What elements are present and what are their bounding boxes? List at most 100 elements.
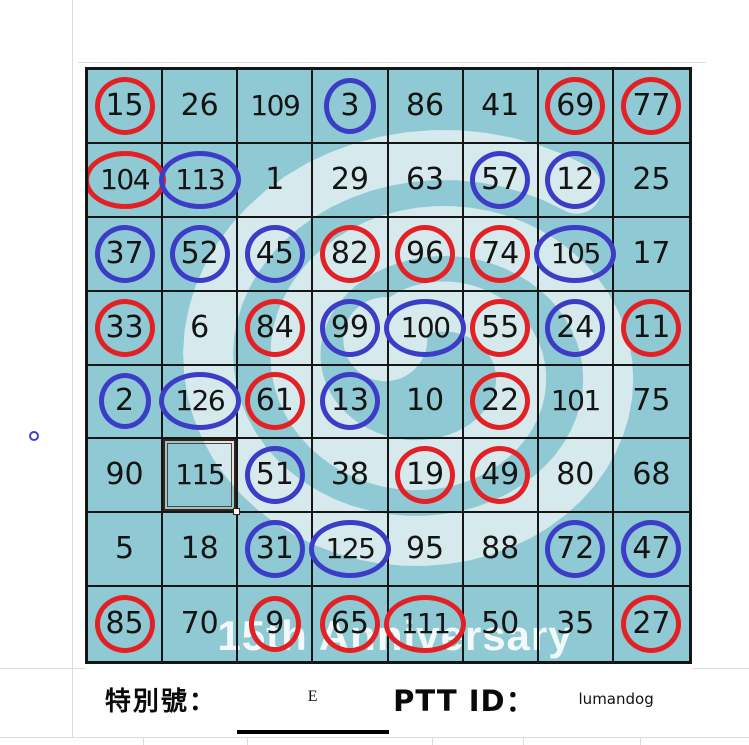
grid-cell[interactable]: 2 [88, 365, 164, 440]
blue-circle-mark [545, 520, 606, 579]
cell-number: 109 [250, 88, 300, 122]
grid-cell[interactable]: 15 [88, 70, 164, 144]
grid-cell[interactable]: 70 [163, 587, 239, 661]
grid-cell[interactable]: 45 [238, 217, 314, 292]
grid-cell[interactable]: 27 [614, 587, 689, 661]
grid-cell[interactable]: 63 [388, 143, 464, 218]
grid-cell[interactable]: 11 [613, 292, 689, 366]
cell-number: 9 [265, 606, 285, 642]
red-circle-mark [94, 595, 155, 654]
grid-cell[interactable]: 37 [88, 217, 164, 292]
grid-cell[interactable]: 96 [388, 217, 464, 292]
cell-number: 90 [105, 457, 144, 493]
grid-cell[interactable]: 31 [238, 513, 314, 588]
grid-cell[interactable]: 75 [613, 366, 689, 440]
grid-cell[interactable]: 10 [388, 365, 464, 440]
grid-cell[interactable]: 101 [538, 365, 614, 440]
grid-cell[interactable]: 25 [613, 144, 689, 218]
grid-cell[interactable]: 77 [613, 70, 689, 144]
cell-number: 101 [550, 384, 601, 418]
fill-handle[interactable] [233, 508, 241, 516]
grid-cell[interactable]: 18 [163, 513, 239, 588]
cell-number: 47 [632, 531, 671, 567]
grid-cell[interactable]: 19 [388, 439, 464, 514]
grid-cell[interactable]: 38 [313, 439, 389, 514]
info-row: 特別號： E PTT ID： lumandog [85, 664, 692, 734]
grid-cell[interactable]: 1 [238, 143, 314, 218]
grid-cell[interactable]: 85 [88, 587, 164, 661]
grid-cell[interactable]: 55 [463, 291, 539, 366]
grid-cell[interactable]: 80 [538, 439, 614, 514]
grid-cell[interactable]: 86 [388, 70, 464, 144]
cell-number: 100 [400, 310, 451, 344]
ptt-id-value-cell[interactable]: lumandog [540, 664, 692, 734]
grid-cell[interactable]: 69 [538, 70, 614, 144]
grid-cell[interactable]: 100 [384, 291, 467, 366]
cell-number: 3 [340, 87, 360, 123]
cell-number: 85 [105, 606, 144, 642]
cell-number: 96 [405, 235, 445, 271]
grid-cell[interactable]: 113 [158, 143, 241, 218]
grid-cell[interactable]: 47 [613, 513, 689, 588]
grid-cell[interactable]: 17 [613, 218, 689, 292]
grid-cell[interactable]: 74 [463, 217, 539, 292]
cell-number: 80 [556, 457, 595, 493]
cell-number: 104 [100, 162, 150, 196]
grid-cell[interactable]: 12 [538, 143, 614, 218]
grid-cell[interactable]: 57 [463, 143, 539, 218]
special-number-value-cell[interactable]: E [236, 664, 389, 734]
grid-cell[interactable]: 49 [463, 439, 539, 514]
cell-number: 63 [405, 161, 445, 197]
grid-cell[interactable]: 84 [238, 291, 314, 366]
grid-cell[interactable]: 52 [163, 217, 239, 292]
grid-cell[interactable]: 82 [313, 217, 389, 292]
grid-cell[interactable]: 50 [464, 587, 539, 661]
blue-circle-mark [158, 150, 241, 209]
grid-cell[interactable]: 35 [539, 587, 614, 661]
cell-number: 31 [255, 531, 294, 567]
grid-cell[interactable]: 22 [463, 365, 539, 440]
grid-cell[interactable]: 72 [538, 513, 614, 588]
grid-cell[interactable]: 24 [538, 291, 614, 366]
cell-number: 113 [175, 162, 225, 196]
grid-cell[interactable]: 9 [238, 587, 314, 661]
grid-cell[interactable]: 88 [463, 513, 539, 588]
grid-cell[interactable]: 68 [613, 439, 689, 514]
blue-circle-mark [323, 77, 376, 134]
grid-cell[interactable]: 125 [308, 513, 391, 588]
blue-circle-mark [94, 224, 155, 283]
cell-number: 75 [632, 383, 671, 419]
grid-cell[interactable]: 126 [158, 365, 241, 440]
cell-number: 52 [180, 235, 219, 271]
grid-cell[interactable]: 99 [313, 291, 389, 366]
ptt-id-label: PTT ID： [393, 684, 536, 718]
sheet-gridline [0, 668, 85, 669]
grid-cell[interactable]: 90 [88, 439, 164, 514]
grid-cell[interactable]: 65 [313, 587, 389, 661]
grid-cell[interactable]: 29 [313, 143, 389, 218]
grid-cell[interactable]: 33 [88, 291, 164, 366]
grid-cell[interactable]: 51 [238, 439, 314, 514]
grid-cell[interactable]: 111 [384, 587, 467, 661]
grid-cell[interactable]: 41 [463, 70, 539, 144]
red-circle-mark [621, 298, 682, 357]
cell-number: 84 [255, 309, 294, 345]
grid-cell[interactable]: 5 [88, 513, 164, 588]
sheet-gridline [640, 738, 641, 745]
grid-cell[interactable]: 105 [534, 217, 617, 292]
cell-number: 111 [400, 607, 451, 641]
grid-cell[interactable]: 104 [88, 143, 166, 218]
red-circle-mark [470, 298, 531, 357]
red-circle-mark [319, 595, 380, 654]
grid-cell[interactable]: 61 [238, 365, 314, 440]
grid-cell[interactable]: 26 [163, 70, 239, 144]
grid-cell[interactable]: 13 [313, 365, 389, 440]
special-number-label: 特別號： [104, 686, 217, 717]
blue-circle-mark [244, 446, 305, 505]
grid-cell[interactable]: 109 [238, 70, 314, 144]
red-circle-mark [395, 446, 456, 505]
grid-cell[interactable]: 6 [163, 291, 239, 366]
grid-cell[interactable]: 115 [163, 439, 241, 516]
grid-cell[interactable]: 95 [388, 513, 464, 588]
grid-cell[interactable]: 3 [313, 70, 389, 144]
